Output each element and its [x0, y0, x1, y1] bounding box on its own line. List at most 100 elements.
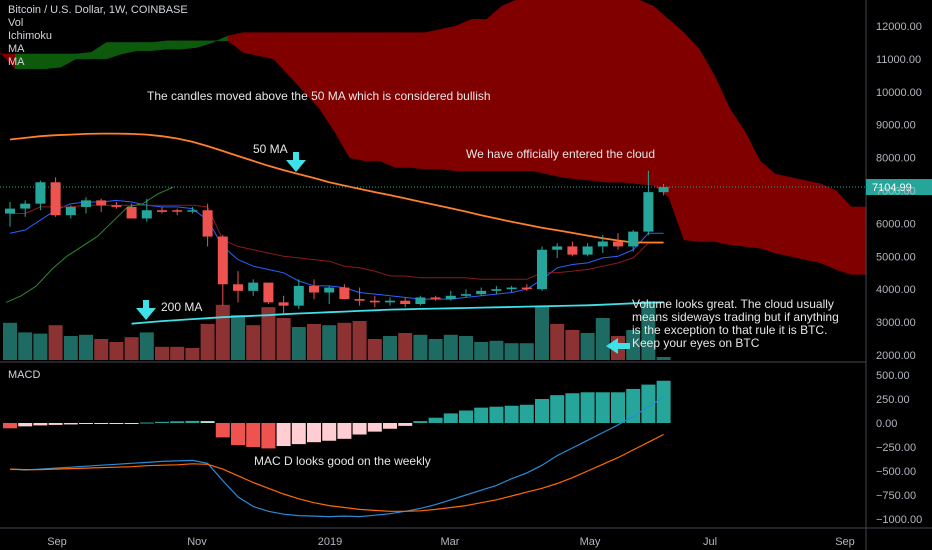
macd-tick-label: −1000.00 [876, 514, 922, 526]
volume-bar [535, 306, 549, 360]
price-tick-label: 4000.00 [876, 284, 916, 296]
macd-tick-label: 0.00 [876, 418, 897, 430]
macd-histogram-bar [352, 423, 367, 435]
volume-bar [3, 322, 17, 360]
candle-body [506, 287, 517, 290]
macd-tick-label: 500.00 [876, 370, 910, 382]
cloud-segment [607, 0, 624, 183]
macd-histogram-bar [413, 421, 428, 423]
volume-bar [200, 324, 215, 360]
candle-body [172, 210, 183, 212]
volume-bar [443, 334, 458, 360]
ma200-line [131, 301, 664, 325]
price-tick-label: 2000.00 [876, 350, 916, 362]
candle-body [400, 300, 411, 305]
candle-body [430, 297, 441, 300]
volume-bar [170, 346, 185, 360]
macd-histogram-bar [215, 423, 230, 438]
last-price-box [866, 179, 932, 196]
price-tick-label: 5000.00 [876, 251, 916, 263]
macd-histogram-bar [398, 423, 413, 426]
volume-bar [185, 348, 200, 360]
macd-histogram-bar [48, 423, 63, 425]
macd-line [9, 396, 664, 518]
macd-histogram-bar [656, 380, 671, 423]
cloud-segment [531, 0, 548, 175]
candle-body [582, 246, 593, 255]
volume-bar [428, 339, 443, 360]
candle-body [50, 182, 61, 216]
candle-body [126, 206, 137, 219]
volume-bar [337, 322, 352, 360]
macd-tick-label: 250.00 [876, 394, 910, 406]
candle-body [354, 299, 365, 301]
volume-bar [641, 301, 656, 360]
legend-title: Bitcoin / U.S. Dollar, 1W, COINBASE [8, 4, 188, 16]
macd-tick-label: −750.00 [876, 490, 916, 502]
candle-body [248, 282, 259, 291]
time-tick-label: Sep [835, 536, 855, 548]
signal-line [9, 433, 664, 512]
cloud-segment [577, 0, 594, 181]
volume-bar [261, 307, 276, 360]
note-200ma: 200 MA [161, 300, 203, 314]
candles [0, 170, 866, 314]
candle-body [233, 284, 243, 291]
macd-histogram-bar [428, 417, 443, 423]
legend-ichimoku: Ichimoku [8, 30, 53, 42]
macd-histogram-bar [18, 423, 33, 427]
price-tick-label: 3000.00 [876, 317, 916, 329]
macd-histogram-bar [291, 423, 306, 445]
macd-histogram-bar [109, 423, 124, 424]
candle-body [597, 241, 608, 247]
volume-bar [79, 334, 93, 360]
ichimoku-lines [5, 186, 664, 303]
macd-panel [3, 380, 671, 518]
cloud-segment [546, 0, 563, 178]
macd-histogram-bar [246, 423, 261, 447]
candle-body [628, 231, 639, 247]
macd-histogram-bar [474, 407, 489, 423]
last-price-label: 7104.99 [872, 182, 912, 194]
macd-histogram-bar [322, 423, 337, 441]
volume-bar [595, 318, 610, 360]
volume-bar [276, 318, 291, 360]
cloud-segment [759, 160, 776, 254]
note-macd: MAC D looks good on the weekly [254, 454, 431, 468]
cloud-segment [318, 32, 335, 133]
time-tick-label: Sep [47, 536, 67, 548]
candle-body [613, 241, 623, 247]
cloud-segment [698, 48, 715, 242]
macd-tick-label: −500.00 [876, 466, 916, 478]
volume-bar [215, 304, 230, 360]
candle-body [96, 200, 107, 206]
cloud-segment [258, 32, 274, 60]
note-volume: Volume looks great. The cloud usually me… [632, 297, 839, 350]
volume-bar [367, 339, 382, 360]
ichimoku-cloud [0, 0, 867, 275]
time-tick-label: 2019 [318, 536, 342, 548]
candle-body [309, 285, 319, 293]
volume-bar [48, 325, 63, 360]
macd-histogram-bar [276, 423, 291, 447]
candle-body [537, 249, 547, 290]
volume-bar [504, 343, 519, 360]
candle-body [5, 208, 15, 214]
volume-bar [94, 339, 109, 360]
cloud-segment [242, 32, 259, 56]
cloud-segment [227, 32, 244, 53]
cloud-segment [714, 75, 730, 246]
volume-bar [33, 333, 48, 360]
macd-histogram-bar [489, 406, 504, 423]
legend-vol: Vol [8, 17, 24, 29]
macd-histogram-bar [185, 420, 200, 423]
tenkan-line [9, 199, 664, 300]
candle-body [263, 282, 274, 303]
cloud-segment [288, 32, 305, 93]
chart-legend: Bitcoin / U.S. Dollar, 1W, COINBASE Vol … [8, 4, 188, 69]
volume-bar [124, 337, 139, 360]
volume-bar [580, 333, 595, 360]
cloud-segment [729, 107, 746, 247]
volume-bar [550, 324, 565, 360]
candle-body [293, 285, 304, 306]
